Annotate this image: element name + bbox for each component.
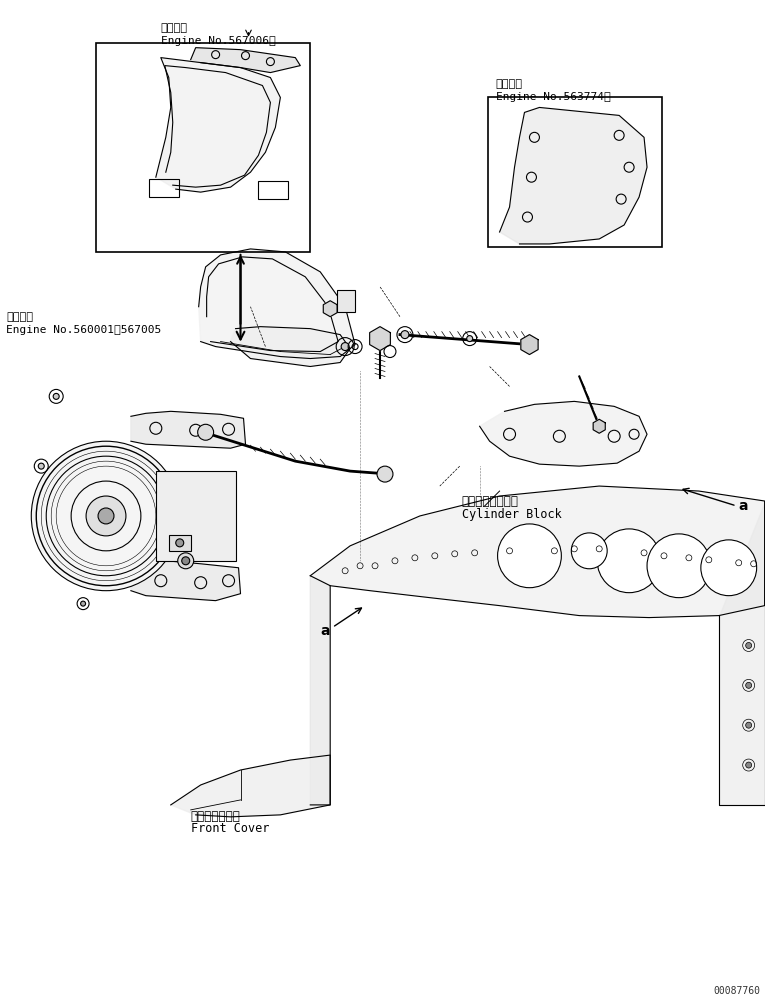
Circle shape	[341, 343, 349, 350]
Polygon shape	[323, 301, 337, 317]
Circle shape	[98, 508, 114, 524]
Text: フロントカバー: フロントカバー	[191, 810, 241, 823]
Circle shape	[745, 722, 751, 728]
Polygon shape	[370, 327, 391, 350]
Polygon shape	[171, 756, 330, 817]
Circle shape	[31, 442, 181, 591]
Bar	[149, 179, 178, 197]
Text: a: a	[738, 499, 748, 513]
Bar	[155, 471, 235, 560]
Polygon shape	[191, 47, 300, 72]
Polygon shape	[310, 486, 764, 618]
Text: 適用号機: 適用号機	[6, 312, 34, 322]
Polygon shape	[131, 557, 241, 601]
Circle shape	[86, 496, 126, 536]
Polygon shape	[155, 57, 280, 192]
Text: Engine No.567006～: Engine No.567006～	[161, 35, 276, 45]
Text: 00087760: 00087760	[714, 986, 761, 996]
Polygon shape	[593, 420, 605, 434]
Circle shape	[498, 524, 561, 588]
Circle shape	[466, 336, 473, 342]
Bar	[169, 535, 191, 551]
Polygon shape	[521, 335, 538, 354]
Polygon shape	[131, 411, 245, 449]
Text: Engine No.560001～567005: Engine No.560001～567005	[6, 325, 162, 335]
Circle shape	[377, 466, 393, 482]
Circle shape	[701, 540, 757, 596]
Text: Cylinder Block: Cylinder Block	[462, 508, 561, 521]
Circle shape	[198, 425, 214, 441]
Circle shape	[745, 763, 751, 768]
Circle shape	[745, 682, 751, 688]
Bar	[258, 181, 288, 199]
Circle shape	[647, 534, 711, 598]
Circle shape	[182, 556, 190, 564]
Polygon shape	[198, 248, 355, 358]
Bar	[337, 290, 355, 312]
Text: Engine No.563774～: Engine No.563774～	[496, 93, 611, 103]
Circle shape	[175, 539, 184, 547]
Bar	[96, 42, 310, 252]
Circle shape	[80, 602, 86, 607]
Polygon shape	[310, 575, 330, 805]
Circle shape	[745, 643, 751, 649]
Text: Front Cover: Front Cover	[191, 822, 269, 835]
Text: シリンダブロック: シリンダブロック	[462, 495, 519, 508]
Bar	[488, 98, 662, 246]
Polygon shape	[499, 108, 647, 243]
Circle shape	[53, 393, 59, 399]
Polygon shape	[719, 501, 764, 805]
Circle shape	[401, 331, 409, 339]
Polygon shape	[231, 327, 350, 366]
Text: 適用号機: 適用号機	[496, 79, 522, 90]
Circle shape	[38, 463, 44, 469]
Circle shape	[178, 553, 194, 568]
Text: 適用号機: 適用号機	[161, 23, 188, 33]
Circle shape	[571, 533, 607, 568]
Polygon shape	[480, 401, 647, 466]
Circle shape	[597, 529, 661, 593]
Text: a: a	[321, 624, 330, 638]
